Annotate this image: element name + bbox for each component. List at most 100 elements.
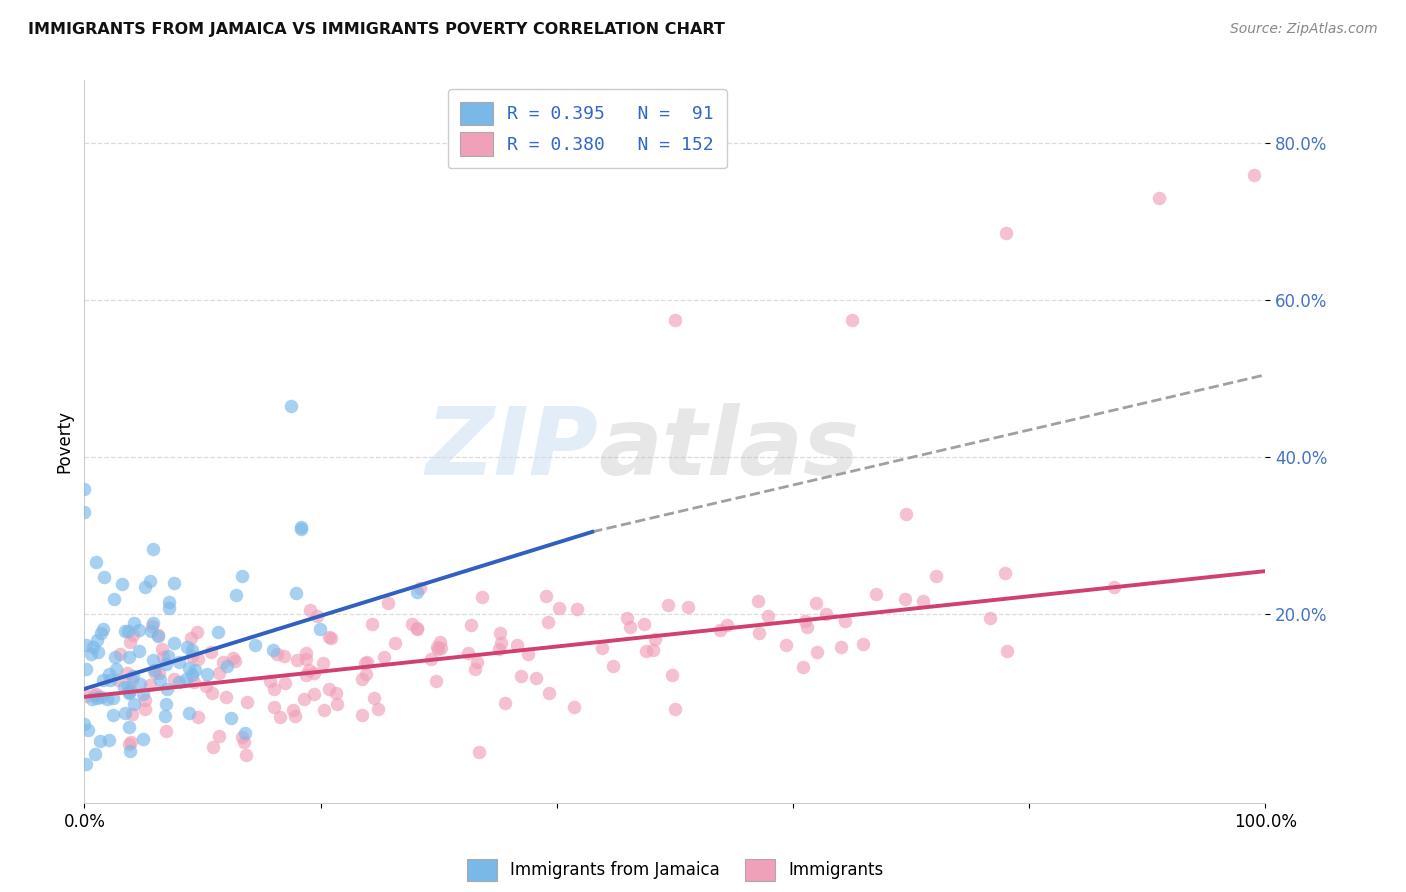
Point xyxy=(661,667,683,681)
Point xyxy=(83,689,105,703)
Point xyxy=(118,682,141,697)
Point xyxy=(169,675,191,690)
Point xyxy=(174,672,197,686)
Point xyxy=(263,681,285,696)
Point xyxy=(183,675,205,690)
Point xyxy=(97,732,120,747)
Point xyxy=(994,227,1017,241)
Point xyxy=(117,666,139,681)
Point xyxy=(73,505,96,519)
Point xyxy=(112,680,135,694)
Point xyxy=(318,682,340,697)
Point xyxy=(460,618,482,632)
Point xyxy=(121,673,143,687)
Point xyxy=(401,616,423,631)
Point xyxy=(644,632,666,646)
Point xyxy=(273,648,295,663)
Point xyxy=(792,659,814,673)
Point xyxy=(804,596,827,610)
Point xyxy=(103,591,125,606)
Point xyxy=(302,665,325,680)
Point xyxy=(181,643,204,657)
Point xyxy=(163,636,186,650)
Point xyxy=(134,580,156,594)
Point xyxy=(354,656,377,670)
Point xyxy=(894,507,917,521)
Point xyxy=(90,626,112,640)
Point xyxy=(122,669,145,683)
Point xyxy=(75,756,97,771)
Point xyxy=(426,640,449,655)
Point xyxy=(284,586,307,600)
Point xyxy=(73,717,96,731)
Point xyxy=(302,688,325,702)
Point xyxy=(616,610,638,624)
Point xyxy=(547,601,569,615)
Point xyxy=(181,667,204,681)
Point xyxy=(214,690,236,704)
Point xyxy=(101,707,124,722)
Point xyxy=(96,692,118,706)
Point xyxy=(91,622,114,636)
Point xyxy=(406,621,429,635)
Point xyxy=(177,706,200,720)
Point xyxy=(152,650,174,665)
Point xyxy=(128,677,150,691)
Point xyxy=(153,709,176,723)
Point xyxy=(177,661,200,675)
Point xyxy=(1102,580,1125,594)
Point xyxy=(202,740,225,755)
Point xyxy=(360,617,382,632)
Point xyxy=(122,628,145,642)
Point xyxy=(107,673,129,687)
Point xyxy=(284,708,307,723)
Point xyxy=(122,697,145,711)
Point xyxy=(101,691,124,706)
Point xyxy=(207,665,229,680)
Point xyxy=(429,635,451,649)
Point xyxy=(207,624,229,639)
Legend: Immigrants from Jamaica, Immigrants: Immigrants from Jamaica, Immigrants xyxy=(458,851,891,889)
Point xyxy=(156,649,179,664)
Point xyxy=(427,642,450,657)
Point xyxy=(215,659,238,673)
Point xyxy=(384,636,406,650)
Point xyxy=(184,663,207,677)
Point xyxy=(93,569,115,583)
Point xyxy=(516,647,538,661)
Point xyxy=(219,711,242,725)
Point xyxy=(176,640,198,654)
Point xyxy=(269,710,291,724)
Point xyxy=(80,647,103,661)
Point xyxy=(148,665,170,680)
Point xyxy=(318,630,340,644)
Point xyxy=(233,725,256,739)
Point xyxy=(89,734,111,748)
Point xyxy=(409,582,432,596)
Point xyxy=(633,617,655,632)
Point xyxy=(142,663,165,677)
Point xyxy=(142,541,165,556)
Point xyxy=(266,647,288,661)
Point xyxy=(201,686,224,700)
Point xyxy=(664,313,686,327)
Point xyxy=(194,680,217,694)
Point xyxy=(195,666,218,681)
Point xyxy=(86,687,108,701)
Point xyxy=(356,656,378,670)
Point xyxy=(1147,191,1170,205)
Text: ZIP: ZIP xyxy=(425,403,598,495)
Point xyxy=(471,591,494,605)
Point xyxy=(118,737,141,751)
Point xyxy=(294,668,316,682)
Text: Source: ZipAtlas.com: Source: ZipAtlas.com xyxy=(1230,22,1378,37)
Point xyxy=(157,601,180,615)
Point xyxy=(709,623,731,637)
Point xyxy=(187,652,209,666)
Point xyxy=(169,655,191,669)
Point xyxy=(567,602,589,616)
Point xyxy=(367,702,389,716)
Point xyxy=(925,568,948,582)
Text: atlas: atlas xyxy=(598,403,859,495)
Point xyxy=(181,649,204,664)
